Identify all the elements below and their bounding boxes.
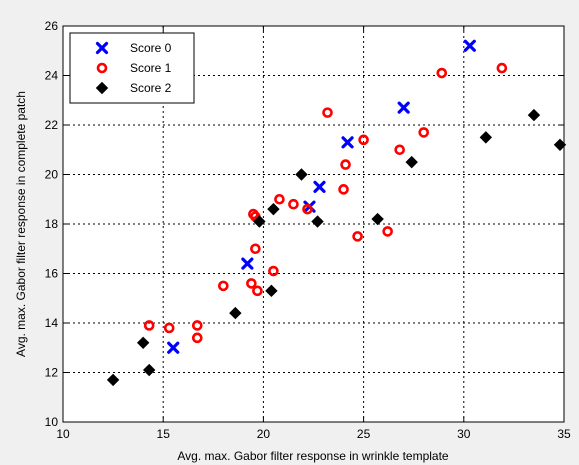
x-tick-label: 20	[257, 427, 271, 441]
data-point-score-1	[163, 322, 175, 334]
data-point-score-1	[250, 243, 261, 255]
data-point-score-0	[241, 257, 254, 270]
y-tick-label: 10	[45, 415, 59, 429]
data-point-score-1	[358, 134, 369, 146]
axis-ticks: 10 15 20 25 30 35 10 12 14 16 18 20 22 24 26	[45, 19, 571, 441]
data-point-score-1	[218, 280, 229, 292]
data-point-score-2	[527, 108, 541, 122]
data-point-score-2	[405, 155, 418, 169]
data-point-score-1	[394, 144, 405, 156]
y-tick-label: 14	[45, 316, 59, 330]
data-point-score-1	[246, 278, 257, 289]
y-tick-label: 26	[45, 19, 59, 33]
data-point-score-2	[311, 215, 324, 228]
data-point-score-1	[191, 320, 203, 331]
data-point-score-0	[397, 101, 410, 114]
legend-marker-score-0	[95, 41, 109, 55]
y-tick-label: 20	[45, 168, 59, 182]
x-tick-label: 30	[457, 427, 471, 441]
plot-frame	[62, 25, 565, 423]
series-score-0	[167, 39, 476, 354]
legend-markers	[95, 41, 109, 95]
legend-box	[69, 32, 195, 104]
data-point-score-1	[338, 184, 349, 195]
data-point-score-0	[167, 341, 180, 354]
y-tick-label: 22	[45, 118, 59, 132]
data-point-score-2	[267, 202, 280, 216]
data-point-score-1	[143, 320, 155, 331]
data-point-score-2	[253, 215, 266, 228]
data-point-score-2	[265, 284, 278, 298]
data-point-score-1	[288, 198, 299, 210]
data-point-score-1	[322, 107, 333, 118]
legend-marker-score-1	[96, 62, 108, 74]
legend-label-score-1: Score 1	[130, 61, 172, 75]
data-point-score-2	[136, 336, 150, 350]
data-point-score-0	[341, 136, 354, 149]
data-point-score-1	[418, 127, 430, 138]
y-tick-label: 24	[45, 69, 59, 83]
data-point-score-2	[229, 306, 242, 320]
data-point-score-1	[274, 193, 285, 205]
data-point-score-2	[142, 363, 156, 377]
y-tick-label: 16	[45, 267, 59, 281]
y-tick-label: 18	[45, 217, 59, 231]
data-point-score-2	[371, 212, 384, 226]
data-point-score-1	[352, 231, 363, 242]
y-axis-label: Avg. max. Gabor filter response in compl…	[14, 91, 28, 357]
data-point-score-1	[382, 226, 393, 237]
data-point-score-1	[252, 285, 263, 297]
data-point-score-1	[302, 203, 313, 215]
legend-label-score-0: Score 0	[130, 41, 172, 55]
x-tick-label: 15	[157, 427, 171, 441]
data-point-score-2	[295, 168, 308, 181]
data-point-score-0	[313, 180, 326, 193]
data-point-score-1	[496, 62, 508, 74]
data-point-score-1	[268, 265, 279, 277]
x-tick-label: 25	[357, 427, 371, 441]
data-point-score-2	[479, 131, 493, 144]
legend-label-score-2: Score 2	[130, 81, 172, 95]
data-point-score-1	[340, 159, 351, 170]
legend: Score 0 Score 1 Score 2	[69, 32, 195, 104]
data-point-score-1	[191, 332, 203, 344]
x-axis-label: Avg. max. Gabor filter response in wrink…	[177, 449, 449, 463]
legend-marker-score-2	[95, 81, 109, 95]
data-point-score-0	[463, 39, 476, 52]
series-score-1	[143, 62, 508, 344]
x-tick-label: 10	[56, 427, 70, 441]
data-point-score-2	[106, 373, 120, 387]
x-tick-label: 35	[557, 427, 571, 441]
data-point-score-1	[436, 67, 448, 79]
y-tick-label: 12	[45, 366, 59, 380]
